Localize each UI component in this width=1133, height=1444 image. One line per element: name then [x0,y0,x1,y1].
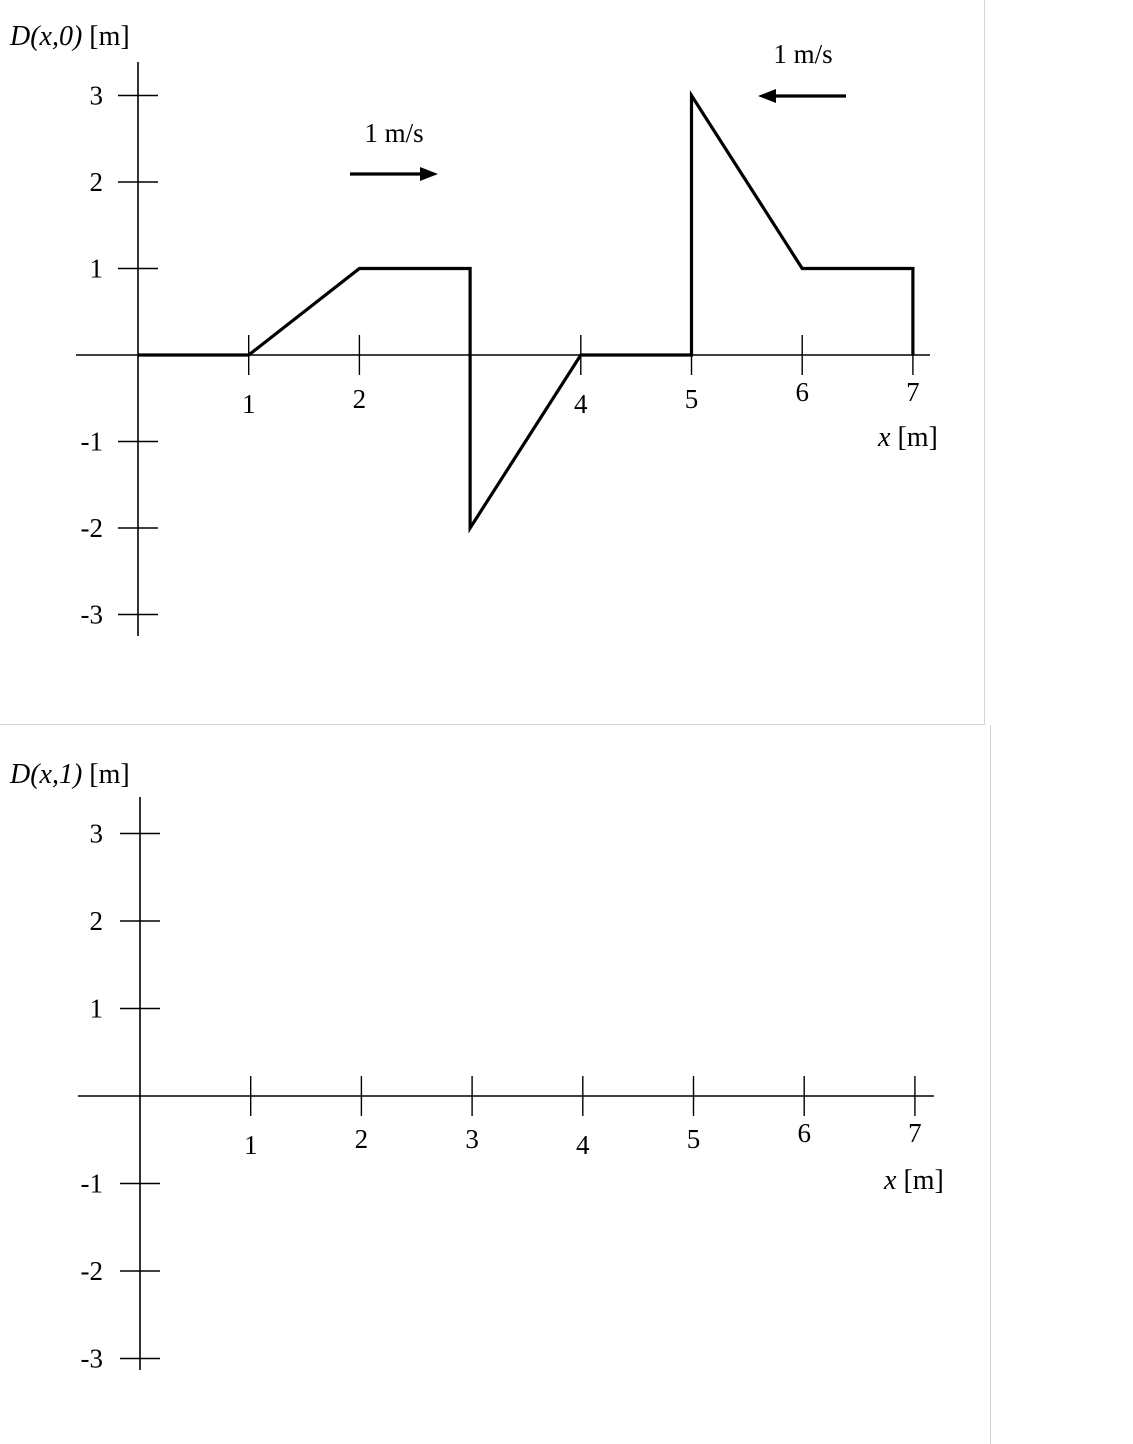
velocity-label: 1 m/s [364,118,423,148]
x-tick-label: 2 [355,1124,369,1154]
y-tick-label: -3 [81,600,104,630]
x-axis-label: x [m] [877,422,938,453]
chart-initial-pulse: 1 2 4 5 6 7 3 2 1 -1 -2 -3 D(x,0) [m] x [m] 1 m/s 1 m/s [9,21,938,636]
x-tick-label: 6 [795,377,809,407]
x-tick-label: 3 [465,1124,479,1154]
x-axis-label: x [m] [883,1165,944,1196]
y-tick-label: 1 [90,994,104,1024]
series-line [138,90,915,534]
x-tick-label: 4 [576,1130,590,1160]
chart-panel-t1: 1 2 3 4 5 6 7 3 2 1 -1 -2 -3 D(x,1) [m] x [m] [0,725,991,1444]
y-tick-label: -3 [81,1344,104,1374]
y-axis-label: D(x,0) [m] [9,21,130,52]
x-tick-label: 5 [685,384,699,414]
y-axis-label: D(x,1) [m] [9,759,130,790]
velocity-arrow-head-icon [758,89,776,103]
velocity-label: 1 m/s [773,39,832,69]
y-tick-label: -2 [81,513,104,543]
y-tick-label: 3 [90,819,104,849]
x-tick-label: 2 [353,384,367,414]
chart-empty-t1: 1 2 3 4 5 6 7 3 2 1 -1 -2 -3 D(x,1) [m] x [m] [9,759,944,1374]
x-tick-label: 7 [908,1118,922,1148]
y-tick-label: -2 [81,1256,104,1286]
y-tick-label: 2 [90,167,104,197]
x-tick-label: 1 [242,389,256,419]
x-tick-label: 7 [906,377,920,407]
x-tick-label: 5 [687,1124,701,1154]
y-tick-label: 3 [90,81,104,111]
y-tick-label: -1 [81,427,104,457]
chart-panel-initial: 1 2 4 5 6 7 3 2 1 -1 -2 -3 D(x,0) [m] x [m] 1 m/s 1 m/s [0,0,985,725]
x-tick-label: 1 [244,1130,258,1160]
velocity-arrow-head-icon [420,167,438,181]
y-tick-label: 2 [90,906,104,936]
y-tick-label: -1 [81,1169,104,1199]
x-tick-label: 6 [797,1118,811,1148]
x-tick-label: 4 [574,389,588,419]
y-tick-label: 1 [90,254,104,284]
